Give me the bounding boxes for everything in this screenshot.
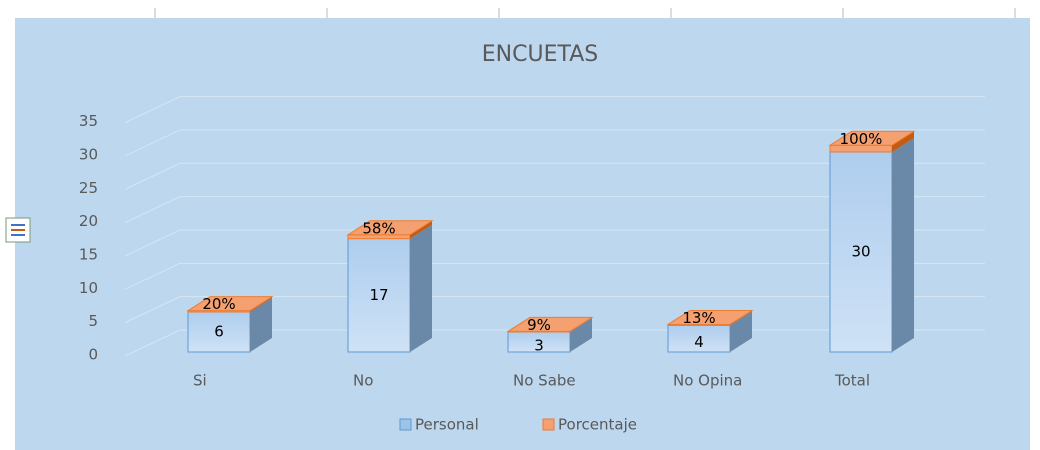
bar-top xyxy=(506,316,594,332)
bar-side xyxy=(410,224,432,352)
grid-line xyxy=(124,262,985,290)
x-tick-label: No Sabe xyxy=(513,372,576,390)
data-label: 17 xyxy=(369,286,388,304)
x-tick-label: No xyxy=(353,372,373,390)
side-icon xyxy=(5,217,31,243)
x-tick-label: No Opina xyxy=(673,372,742,390)
grid-line xyxy=(124,96,985,124)
grid-line xyxy=(124,229,985,257)
legend-swatch xyxy=(399,418,412,431)
bar-side xyxy=(730,311,752,352)
bar-top xyxy=(666,309,754,325)
grid-line xyxy=(124,196,985,224)
y-tick-label: 35 xyxy=(79,112,98,130)
bar-side xyxy=(570,317,592,352)
ruler xyxy=(154,8,1016,18)
y-tick-label: 20 xyxy=(79,212,98,230)
bar-side xyxy=(250,297,272,352)
data-label: 3 xyxy=(534,336,544,354)
bar-side xyxy=(410,220,432,239)
data-label: 9% xyxy=(527,316,551,334)
chart-title: ENCUETAS xyxy=(482,42,598,67)
data-label: 100% xyxy=(840,130,883,148)
y-tick-label: 30 xyxy=(79,145,98,163)
bar-top xyxy=(186,296,274,312)
grid-line xyxy=(124,129,985,157)
bar-top xyxy=(346,220,434,236)
bar-side xyxy=(892,137,914,352)
bar-front xyxy=(187,311,251,353)
data-label: 6 xyxy=(214,322,224,340)
data-label: 58% xyxy=(362,219,395,237)
x-tick-label: Total xyxy=(834,372,870,390)
legend-label: Personal xyxy=(415,416,479,434)
data-label: 20% xyxy=(202,295,235,313)
x-tick-label: Si xyxy=(193,372,207,390)
y-tick-label: 0 xyxy=(88,346,98,364)
y-tick-label: 10 xyxy=(79,279,98,297)
data-label: 13% xyxy=(682,309,715,327)
data-label: 30 xyxy=(851,242,870,260)
legend-swatch xyxy=(542,418,555,431)
bar-side xyxy=(892,131,914,152)
grid-line xyxy=(124,296,985,324)
y-tick-label: 15 xyxy=(79,245,98,263)
bar-front xyxy=(829,151,893,353)
bar-top xyxy=(828,130,916,146)
y-tick-label: 25 xyxy=(79,179,98,197)
y-tick-label: 5 xyxy=(88,312,98,330)
legend-label: Porcentaje xyxy=(558,416,637,434)
bar-front xyxy=(347,238,411,353)
grid-line xyxy=(124,162,985,190)
data-label: 4 xyxy=(694,333,704,351)
